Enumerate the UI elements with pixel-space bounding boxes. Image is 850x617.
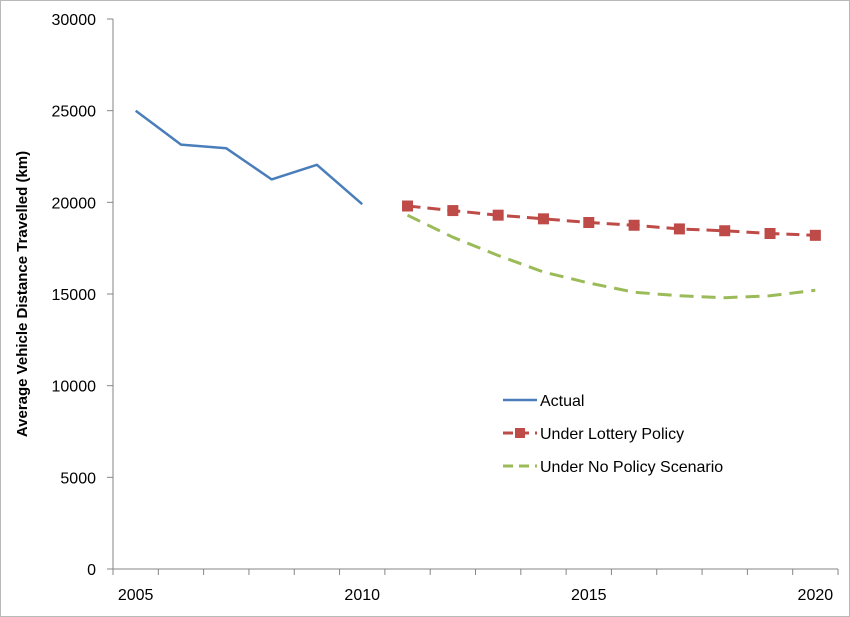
x-tick-label: 2020 — [798, 587, 834, 604]
legend: Actual Under Lottery Policy Under No Polic… — [503, 393, 723, 476]
y-tick-label: 5000 — [60, 470, 96, 487]
legend-label-1: Actual — [540, 393, 584, 410]
series-marker-2 — [809, 229, 821, 241]
x-tick-label: 2010 — [344, 587, 380, 604]
series-marker-2 — [628, 219, 640, 231]
legend-label-2: Under Lottery Policy — [540, 426, 684, 443]
series-marker-2 — [537, 213, 549, 225]
x-axis-ticks: 2005 2010 2015 2020 — [112, 569, 839, 604]
y-tick-label: 20000 — [52, 195, 97, 212]
series-line-3 — [406, 213, 816, 300]
y-tick-label: 25000 — [52, 104, 97, 121]
series-marker-2 — [719, 225, 731, 237]
series-group — [134, 109, 821, 300]
y-tick-label: 0 — [87, 562, 96, 579]
y-axis-ticks: 0 5000 10000 15000 20000 25000 30000 — [52, 12, 113, 579]
y-tick-label: 15000 — [52, 287, 97, 304]
series-line-2 — [407, 204, 816, 237]
series-marker-2 — [583, 217, 595, 228]
legend-marker-2 — [515, 428, 525, 438]
series-marker-2 — [764, 228, 776, 239]
series-line-1 — [134, 109, 364, 206]
series-marker-2 — [402, 200, 414, 212]
series-marker-2 — [492, 209, 504, 221]
series-marker-2 — [673, 223, 685, 235]
x-tick-label: 2005 — [118, 587, 154, 604]
series-marker-2 — [447, 205, 459, 217]
y-tick-label: 30000 — [52, 12, 97, 29]
legend-label-3: Under No Policy Scenario — [540, 459, 723, 476]
y-axis-label: Average Vehicle Distance Travelled (km) — [14, 151, 31, 437]
y-tick-label: 10000 — [52, 379, 97, 396]
x-tick-label: 2015 — [571, 587, 607, 604]
